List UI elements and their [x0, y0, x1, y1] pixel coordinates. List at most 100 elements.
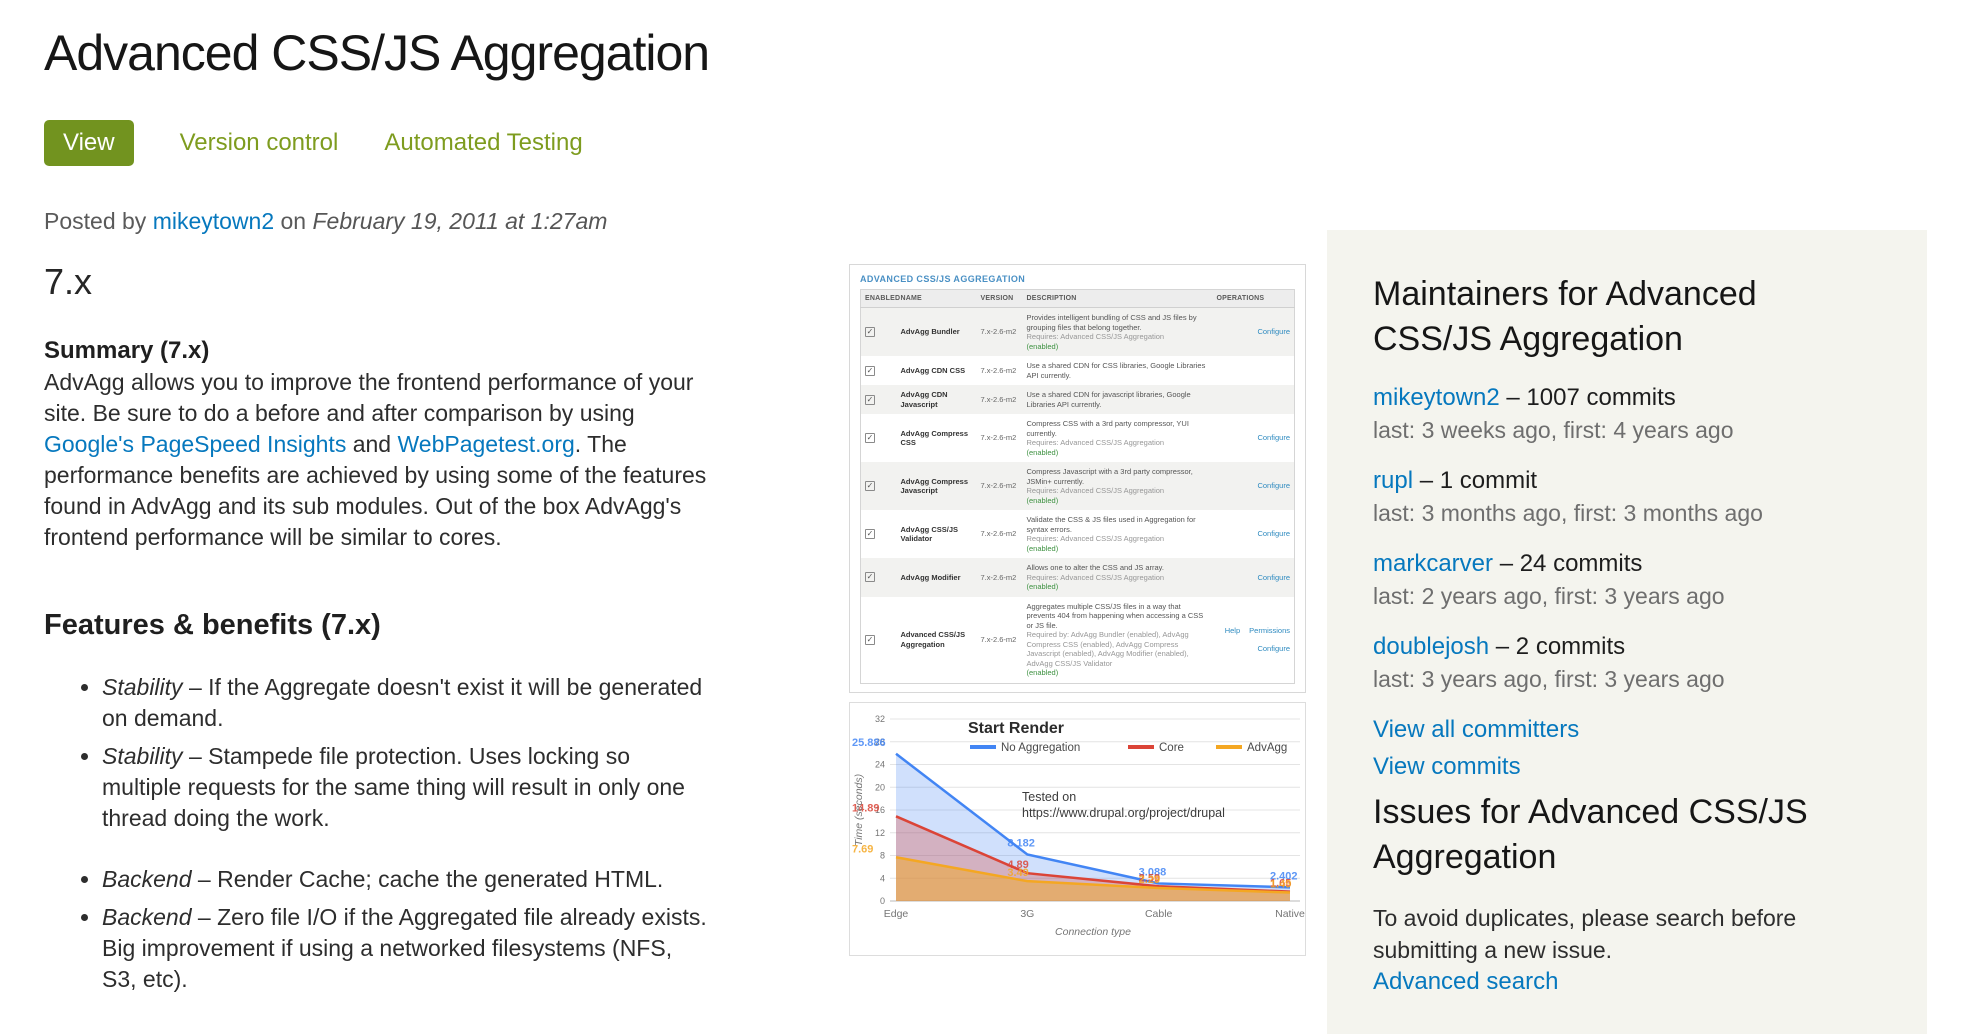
svg-text:20: 20 [875, 782, 885, 792]
view-all-committers-link[interactable]: View all committers [1373, 716, 1580, 743]
module-description: Validate the CSS & JS files used in Aggr… [1026, 515, 1196, 534]
table-row: ✓ AdvAgg Compress CSS 7.x-2.6-m2 Compres… [861, 414, 1295, 462]
col-operations: OPERATIONS [1212, 289, 1295, 308]
maintainers-heading: Maintainers for Advanced CSS/JS Aggregat… [1373, 275, 1757, 358]
enabled-checkbox-icon: ✓ [865, 481, 875, 491]
svg-text:7.69: 7.69 [852, 843, 873, 855]
operation-link: Configure [1257, 572, 1290, 582]
summary-text: AdvAgg allows you to improve the fronten… [44, 369, 694, 426]
maintainer-links: View all committers View commits [1373, 716, 1883, 781]
tab-version-control[interactable]: Version control [179, 129, 339, 156]
maintainer-commits: – 1 commit [1419, 467, 1538, 494]
module-name: Advanced CSS/JS Aggregation [900, 630, 966, 649]
operation-link: Configure [1257, 433, 1290, 443]
version-heading: 7.x [44, 261, 93, 302]
svg-text:1.65: 1.65 [1270, 877, 1291, 889]
module-name: AdvAgg Modifier [900, 572, 961, 582]
webpagetest-link[interactable]: WebPagetest.org [397, 431, 575, 457]
module-name: AdvAgg CDN CSS [900, 365, 966, 375]
author-link[interactable]: mikeytown2 [152, 208, 275, 234]
enabled-checkbox-icon: ✓ [865, 634, 875, 645]
svg-text:Time (seconds): Time (seconds) [853, 773, 865, 845]
tabs: View Version control Automated Testing [44, 120, 1306, 166]
module-description: Allows one to alter the CSS and JS array… [1026, 563, 1164, 572]
enabled-checkbox-icon: ✓ [865, 394, 875, 405]
svg-text:Connection type: Connection type [1055, 926, 1131, 938]
module-version: 7.x-2.6-m2 [980, 327, 1017, 337]
svg-text:2.29: 2.29 [1139, 873, 1160, 885]
media-column: ADVANCED CSS/JS AGGREGATION ENABLED NAME… [849, 264, 1306, 956]
issues-heading: Issues for Advanced CSS/JS Aggregation [1373, 793, 1808, 876]
col-enabled: ENABLED [860, 289, 900, 308]
svg-text:2.402: 2.402 [1270, 870, 1298, 882]
maintainer-link[interactable]: mikeytown2 [1373, 384, 1500, 411]
enabled-checkbox-icon: ✓ [865, 365, 875, 376]
svg-text:Native: Native [1275, 908, 1305, 920]
svg-text:Tested on: Tested on [1022, 790, 1076, 804]
module-operations: Configure [1217, 481, 1290, 491]
feature-emphasis: Backend [102, 866, 192, 892]
svg-text:3G: 3G [1020, 908, 1034, 920]
svg-text:28: 28 [875, 736, 885, 746]
start-render-chart-image[interactable]: 0 4 8 12 16 20 24 28 32 25.886 8.182 3.088 2.402 14.8… [849, 701, 1306, 956]
module-operations: Help Permissions Configure [1217, 626, 1290, 654]
maintainers-list: mikeytown2 – 1007 commits last: 3 weeks … [1373, 384, 1883, 693]
enabled-checkbox-icon: ✓ [865, 572, 875, 583]
enabled-status: (enabled) [1026, 668, 1059, 677]
module-table: ENABLED NAME VERSION DESCRIPTION OPERATI… [860, 289, 1295, 684]
tab-view[interactable]: View [44, 120, 134, 166]
maintainer-item: markcarver – 24 commits last: 2 years ag… [1373, 550, 1883, 610]
page-title: Advanced CSS/JS Aggregation [44, 25, 710, 81]
svg-text:3.088: 3.088 [1139, 866, 1167, 878]
start-render-chart: 0 4 8 12 16 20 24 28 32 25.886 8.182 3.088 2.402 14.8… [852, 714, 1305, 938]
module-description: Aggregates multiple CSS/JS files in a wa… [1026, 601, 1204, 630]
summary-text: . The performance benefits are achieved … [44, 431, 707, 550]
col-description: DESCRIPTION [1022, 289, 1213, 308]
svg-text:1.49: 1.49 [1270, 878, 1291, 890]
feature-text: – Stampede file protection. Uses locking… [102, 743, 685, 831]
enabled-checkbox-icon: ✓ [865, 529, 875, 539]
svg-text:Core: Core [1159, 742, 1184, 754]
module-version: 7.x-2.6-m2 [980, 365, 1017, 375]
module-list-screenshot[interactable]: ADVANCED CSS/JS AGGREGATION ENABLED NAME… [849, 264, 1306, 693]
svg-text:2.59: 2.59 [1139, 872, 1160, 884]
svg-text:Edge: Edge [884, 908, 909, 920]
svg-text:4.89: 4.89 [1007, 859, 1028, 871]
main-content: Advanced CSS/JS Aggregation View Version… [0, 0, 1306, 995]
enabled-status: (enabled) [1026, 495, 1059, 505]
module-version: 7.x-2.6-m2 [980, 394, 1017, 404]
summary-heading: Summary (7.x) [44, 337, 210, 364]
enabled-checkbox-icon: ✓ [865, 327, 875, 337]
module-operations: Configure [1217, 433, 1290, 443]
enabled-status: (enabled) [1026, 582, 1059, 591]
maintainer-commits: – 24 commits [1499, 550, 1643, 577]
svg-text:3.49: 3.49 [1007, 867, 1028, 879]
table-row: ✓ Advanced CSS/JS Aggregation 7.x-2.6-m2… [861, 597, 1295, 684]
module-description: Compress CSS with a 3rd party compressor… [1026, 419, 1189, 438]
pagespeed-link[interactable]: Google's PageSpeed Insights [44, 431, 347, 457]
module-requires: Requires: Advanced CSS/JS Aggregation [1026, 534, 1165, 543]
maintainer-link[interactable]: doublejosh [1373, 633, 1490, 660]
summary-text: and [346, 431, 398, 457]
enabled-status: (enabled) [1026, 447, 1059, 457]
table-row: ✓ AdvAgg CDN CSS 7.x-2.6-m2 Use a shared… [861, 356, 1295, 385]
feature-text: – Zero file I/O if the Aggregated file a… [102, 904, 707, 992]
tab-automated-testing[interactable]: Automated Testing [384, 129, 583, 156]
maintainer-commits: – 1007 commits [1506, 384, 1676, 411]
view-commits-link[interactable]: View commits [1373, 753, 1521, 780]
module-description: Provides intelligent bundling of CSS and… [1026, 313, 1197, 332]
maintainer-link[interactable]: rupl [1373, 467, 1414, 494]
module-name: AdvAgg Bundler [900, 327, 960, 337]
table-row: ✓ AdvAgg Compress Javascript 7.x-2.6-m2 … [860, 462, 1295, 510]
module-name: AdvAgg Compress Javascript [900, 476, 969, 496]
maintainer-meta: last: 3 years ago, first: 3 years ago [1373, 666, 1725, 692]
maintainer-link[interactable]: markcarver [1373, 550, 1494, 577]
maintainer-commits: – 2 commits [1495, 633, 1626, 660]
advanced-search-link[interactable]: Advanced search [1373, 968, 1559, 995]
col-version: VERSION [976, 289, 1023, 308]
table-row: ✓ AdvAgg Bundler 7.x-2.6-m2 Provides int… [860, 307, 1295, 356]
svg-text:8: 8 [880, 850, 885, 860]
col-name: NAME [896, 289, 977, 308]
list-item: Stability – If the Aggregate doesn't exi… [102, 672, 1306, 734]
